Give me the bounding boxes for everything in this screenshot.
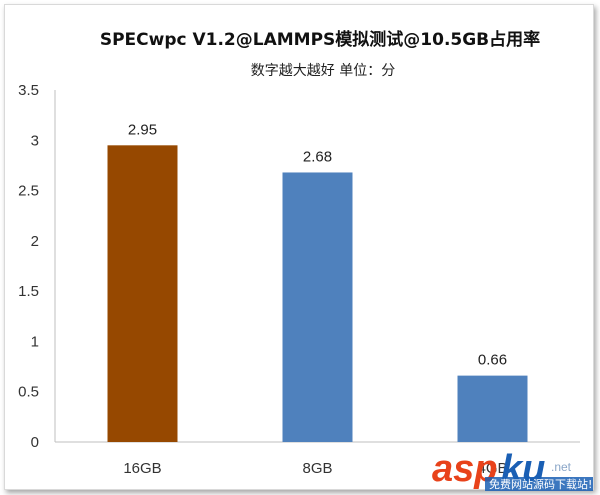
watermark-domain: .net (551, 460, 572, 474)
watermark-tagline: 免费网站源码下载站! (489, 477, 592, 491)
x-tick-label: 4GB (477, 460, 507, 477)
bars-group (107, 145, 528, 443)
y-tick-label: 1.5 (18, 283, 39, 300)
y-tick-label: 0 (31, 434, 39, 451)
y-tick-label: 0.5 (18, 384, 39, 401)
x-tick-label: 16GB (123, 460, 161, 477)
bar-chart: SPECwpc V1.2@LAMMPS模拟测试@10.5GB占用率 数字越大越好… (18, 29, 593, 491)
y-tick-label: 1 (31, 333, 39, 350)
bar-4gb (457, 375, 528, 442)
data-label: 2.68 (303, 148, 332, 165)
x-tick-label: 8GB (302, 460, 332, 477)
data-label: 0.66 (478, 352, 507, 369)
chart-subtitle: 数字越大越好 单位：分 (251, 63, 395, 79)
data-label: 2.95 (128, 121, 157, 138)
watermark-tagline-bg (485, 477, 593, 491)
bar-16gb (107, 145, 178, 443)
chart-title: SPECwpc V1.2@LAMMPS模拟测试@10.5GB占用率 (100, 29, 540, 50)
y-tick-label: 3.5 (18, 82, 39, 99)
data-labels-group: 2.95 2.68 0.66 (128, 121, 507, 368)
x-axis-ticks: 16GB 8GB 4GB (123, 460, 507, 477)
y-axis-ticks: 0 0.5 1 1.5 2 2.5 3 3.5 (18, 82, 39, 451)
y-tick-label: 2.5 (18, 183, 39, 200)
bar-8gb (282, 172, 353, 442)
y-tick-label: 3 (31, 132, 39, 149)
watermark-logo: asp ku .net 免费网站源码下载站! (432, 448, 593, 491)
chart-frame: SPECwpc V1.2@LAMMPS模拟测试@10.5GB占用率 数字越大越好… (4, 4, 594, 491)
y-tick-label: 2 (31, 233, 39, 250)
